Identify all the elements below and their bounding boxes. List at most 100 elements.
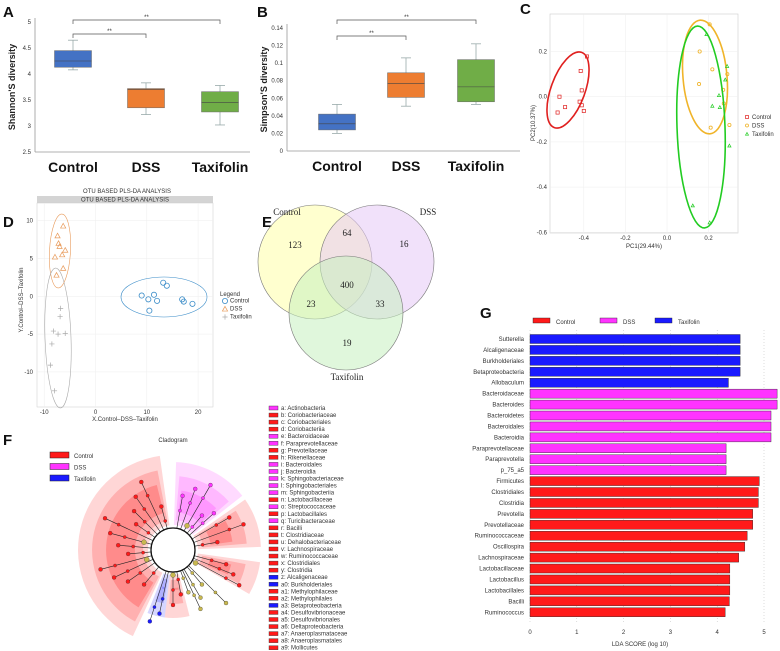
taxa-label: a1: Methylophilaceae <box>281 589 338 595</box>
bar-label: Bacteroidaceae <box>482 392 524 398</box>
venn-count-dss-taxifolin: 33 <box>376 299 386 309</box>
lda-bar-control <box>529 574 731 585</box>
clade-node <box>141 582 147 587</box>
clade-branch <box>128 551 152 555</box>
clade-node <box>211 511 217 516</box>
taxa-label: a: Actinobacteria <box>281 406 326 412</box>
y-tick-label: 0.06 <box>271 96 283 102</box>
clade-node <box>152 605 157 609</box>
data-point-control <box>189 300 196 307</box>
y-tick-label: 10 <box>26 219 33 225</box>
clade-branch <box>135 496 161 533</box>
clade-node <box>180 493 185 498</box>
box-iqr <box>318 113 356 131</box>
clade-node <box>151 571 156 575</box>
clade-sector-inner-control <box>199 555 246 584</box>
taxa-label: n: Lactobacillaceae <box>281 498 333 504</box>
venn-count-dss-only: 16 <box>400 239 410 249</box>
clade-subsector-control <box>106 485 164 608</box>
legend-marker-dss <box>745 123 749 128</box>
facet-strip-label: OTU BASED PLS-DA ANALYSIS <box>81 198 169 204</box>
bar-label: Prevotellaceae <box>484 523 524 529</box>
lda-bar-taxifolin <box>529 367 741 377</box>
taxa-swatch-dss <box>268 483 279 488</box>
clade-node <box>215 540 220 545</box>
taxa-swatch-control <box>268 412 279 418</box>
data-point-control <box>557 94 562 99</box>
y-axis-label: Simpson'S diversity <box>259 47 269 133</box>
taxa-swatch-dss <box>268 434 279 439</box>
x-tick-label: 0.0 <box>663 236 672 242</box>
data-point-taxifolin <box>704 32 709 36</box>
lda-bar-dss <box>529 421 772 432</box>
bar-label: Ruminococcaceae <box>475 534 525 540</box>
bar-label: Bacteroidales <box>488 424 524 430</box>
legend-label: Taxifolin <box>74 477 96 483</box>
bar-label: Ruminococcus <box>485 610 524 616</box>
x-axis-label: PC1(29.44%) <box>626 244 662 250</box>
y-tick-label: -10 <box>24 370 33 376</box>
taxa-swatch-control <box>268 419 279 425</box>
legend-label: DSS <box>74 466 86 472</box>
y-tick-label: -0.2 <box>537 140 548 146</box>
clade-branch <box>193 524 244 543</box>
clade-node <box>139 479 144 485</box>
box-dss <box>127 82 165 115</box>
bar-label: Paraprevotellaceae <box>472 446 524 452</box>
clade-node <box>201 496 205 500</box>
legend-swatch-dss <box>49 463 70 470</box>
taxa-swatch-control <box>268 525 279 531</box>
taxa-swatch-control <box>268 553 279 559</box>
x-category-label: DSS <box>392 158 421 174</box>
x-tick-label: 0.2 <box>704 236 713 242</box>
taxa-label: w: Ruminococcaceae <box>280 554 339 560</box>
legend-marker-taxifolin <box>744 131 750 136</box>
clade-branch <box>188 565 227 604</box>
box-dss <box>387 57 425 107</box>
clade-sector-inner-control <box>198 510 247 548</box>
lda-bar-control <box>529 541 746 552</box>
clade-node <box>170 602 176 608</box>
venn-diagram-e: Control DSS Taxifolin 123 64 16 400 23 33 19 <box>257 204 436 382</box>
taxa-swatch-control <box>268 497 279 502</box>
data-point-dss <box>56 243 63 249</box>
clade-node <box>133 522 139 527</box>
plot-area <box>36 202 214 408</box>
clade-branch <box>149 570 167 622</box>
clade-node <box>192 560 199 566</box>
data-point-taxifolin <box>710 103 715 108</box>
taxa-label: y: Clostridia <box>281 568 313 574</box>
taxa-label: a2: Methylophilales <box>281 596 332 602</box>
x-tick-label: 5 <box>762 630 766 636</box>
clade-node <box>131 544 135 549</box>
taxa-label: j: Bacteroidia <box>280 469 316 475</box>
data-point-dss <box>53 271 60 278</box>
legend-label: DSS <box>752 124 764 130</box>
clade-node <box>227 515 232 520</box>
clade-node <box>141 550 145 555</box>
plsda-plot-d: OTU BASED PLS-DA ANALYSIS OTU BASED PLS-D… <box>19 189 252 423</box>
clade-node <box>190 571 195 575</box>
taxa-label: b: Coriobacteriaceae <box>281 413 337 419</box>
taxa-swatch-taxifolin <box>268 603 279 608</box>
taxa-label: z: Alcaligenaceae <box>281 575 328 581</box>
taxa-label: a5: Desulfovibrionales <box>281 618 340 624</box>
y-tick-label: 0.08 <box>271 79 283 85</box>
lda-bar-control <box>529 563 731 574</box>
bar-label: Bacteroides <box>492 403 524 409</box>
data-point-taxifolin <box>724 63 730 68</box>
venn-count-control-dss: 64 <box>343 228 353 238</box>
taxa-label: a3: Betaproteobacteria <box>281 603 342 609</box>
significance-bracket <box>72 33 147 38</box>
bar-label: Prevotella <box>497 512 524 518</box>
bar-label: Lactobacillus <box>489 577 524 583</box>
bar-label: Paraprevotella <box>485 457 524 463</box>
clade-node <box>98 567 103 572</box>
clade-node <box>131 508 137 514</box>
lda-bar-taxifolin <box>529 378 729 388</box>
lda-bar-control <box>529 509 753 519</box>
confidence-ellipse-dss <box>681 19 729 135</box>
taxa-swatch-dss <box>268 476 279 481</box>
taxa-label: m: Sphingobacteriia <box>281 491 335 497</box>
